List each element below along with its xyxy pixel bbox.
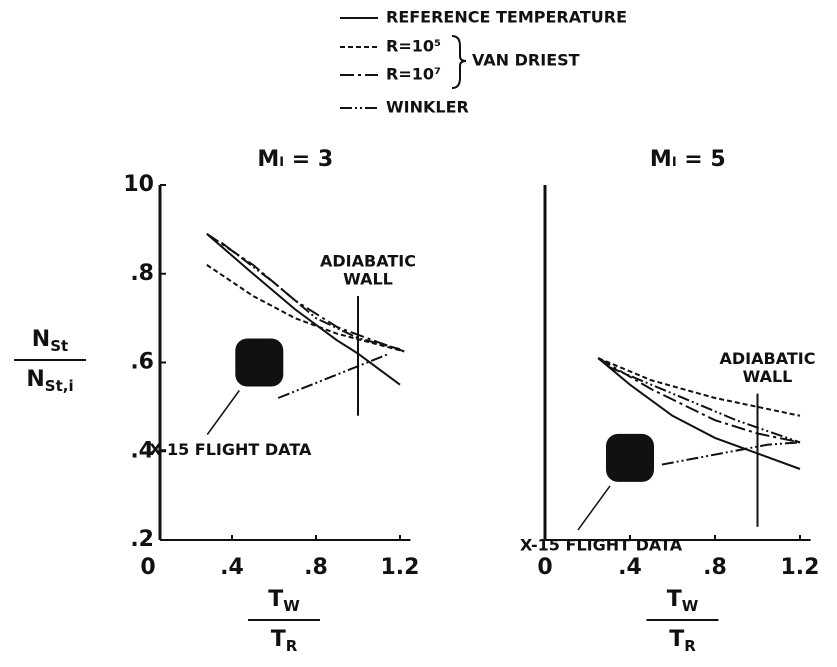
y-label-den: NSt,i — [26, 367, 73, 395]
flight-data-pointer — [206, 390, 240, 435]
series-line — [597, 357, 801, 470]
adiabatic-wall-label: WALL — [743, 367, 793, 386]
y-label-num-main: N — [32, 327, 50, 352]
x-tick-label: .4 — [220, 555, 244, 580]
x-label-num-main: T — [667, 587, 682, 612]
x-tick-label: 0 — [537, 555, 552, 580]
legend-brace — [451, 35, 467, 89]
x-label-den-sub: R — [286, 637, 298, 655]
flight-data-pointer — [577, 485, 611, 531]
x-label-den-main: T — [271, 627, 286, 652]
y-label-num: NSt — [32, 327, 68, 355]
x-label-num: TW — [268, 587, 300, 615]
x-label-num: TW — [667, 587, 699, 615]
flight-data-region — [235, 338, 284, 387]
y-tick-label: 10 — [123, 172, 154, 197]
adiabatic-wall-label: ADIABATIC — [720, 349, 816, 368]
x-tick-label: .8 — [703, 555, 727, 580]
series-line — [608, 366, 801, 466]
series-line — [206, 232, 405, 353]
x-label-den: TR — [669, 627, 696, 655]
y-tick-label: .6 — [130, 350, 154, 375]
y-tick-label: .4 — [130, 438, 154, 463]
x-tick-label: 1.2 — [781, 555, 820, 580]
legend-label: REFERENCE TEMPERATURE — [386, 8, 627, 27]
y-label-den-main: N — [26, 367, 44, 392]
flight-data-region — [606, 433, 654, 482]
x-tick-label: 1.2 — [381, 555, 420, 580]
y-tick-label: .8 — [130, 261, 154, 286]
flight-data-label: X-15 FLIGHT DATA — [520, 535, 683, 554]
flight-data-label: X-15 FLIGHT DATA — [149, 440, 312, 459]
x-label-num-sub: W — [283, 597, 300, 615]
x-label-den-main: T — [669, 627, 684, 652]
adiabatic-wall-label: ADIABATIC — [320, 251, 416, 270]
x-label-num-main: T — [268, 587, 283, 612]
series-line — [597, 357, 801, 417]
series-line — [597, 357, 801, 444]
y-label-num-sub: St — [50, 337, 68, 355]
panel-title: Mₗ = 5 — [650, 147, 726, 172]
series-line — [206, 264, 405, 353]
series-line — [206, 233, 401, 386]
adiabatic-wall-label: WALL — [343, 269, 393, 288]
legend-group-label: VAN DRIEST — [472, 51, 580, 70]
legend-label: WINKLER — [386, 98, 469, 117]
y-tick-label: .2 — [130, 527, 154, 552]
x-tick-label: .8 — [304, 555, 328, 580]
series-line — [220, 241, 401, 399]
panel-title: Mₗ = 3 — [257, 147, 333, 172]
x-label-den-sub: R — [684, 637, 696, 655]
x-tick-label: .4 — [618, 555, 642, 580]
x-label-den: TR — [271, 627, 298, 655]
legend-label: R=10⁷ — [386, 65, 441, 84]
y-label-den-sub: St,i — [45, 377, 74, 395]
x-tick-label: 0 — [140, 555, 155, 580]
legend-label: R=10⁵ — [386, 37, 441, 56]
x-label-num-sub: W — [682, 597, 699, 615]
